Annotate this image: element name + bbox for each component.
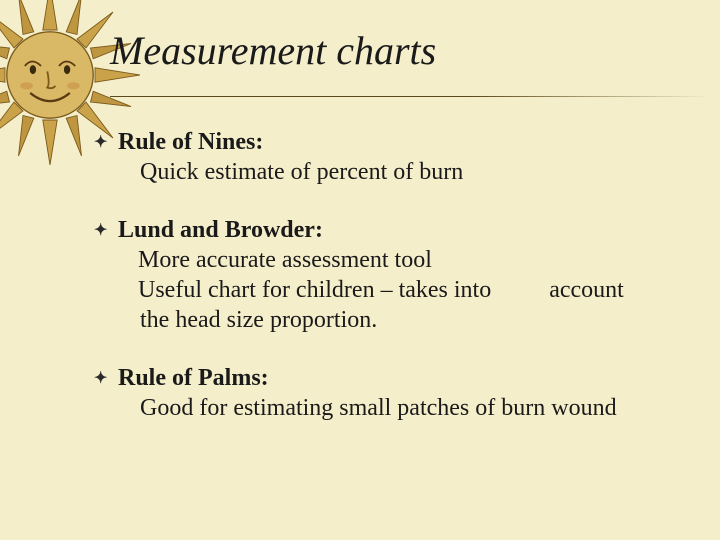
item-heading: Rule of Nines: (118, 127, 710, 157)
item-body-line: Useful chart for children – takes into ac… (138, 275, 710, 305)
item-heading: Rule of Palms: (118, 363, 710, 393)
item-body-text: Useful chart for children – takes into (138, 277, 491, 303)
page-title: Measurement charts (110, 27, 710, 74)
list-item: Lund and Browder: More accurate assessme… (118, 215, 710, 335)
item-body-line: the head size proportion. (140, 305, 710, 335)
item-body-hanging-word: account (549, 275, 624, 305)
item-body-line: Quick estimate of percent of burn (140, 157, 710, 187)
slide-content: Measurement charts Rule of Nines: Quick … (110, 27, 710, 451)
bullet-list: Rule of Nines: Quick estimate of percent… (118, 127, 710, 423)
list-item: Rule of Nines: Quick estimate of percent… (118, 127, 710, 187)
list-item: Rule of Palms: Good for estimating small… (118, 363, 710, 423)
title-divider (110, 96, 710, 97)
item-body-line: Good for estimating small patches of bur… (140, 393, 710, 423)
item-body-line: More accurate assessment tool (138, 245, 710, 275)
item-heading: Lund and Browder: (118, 215, 710, 245)
